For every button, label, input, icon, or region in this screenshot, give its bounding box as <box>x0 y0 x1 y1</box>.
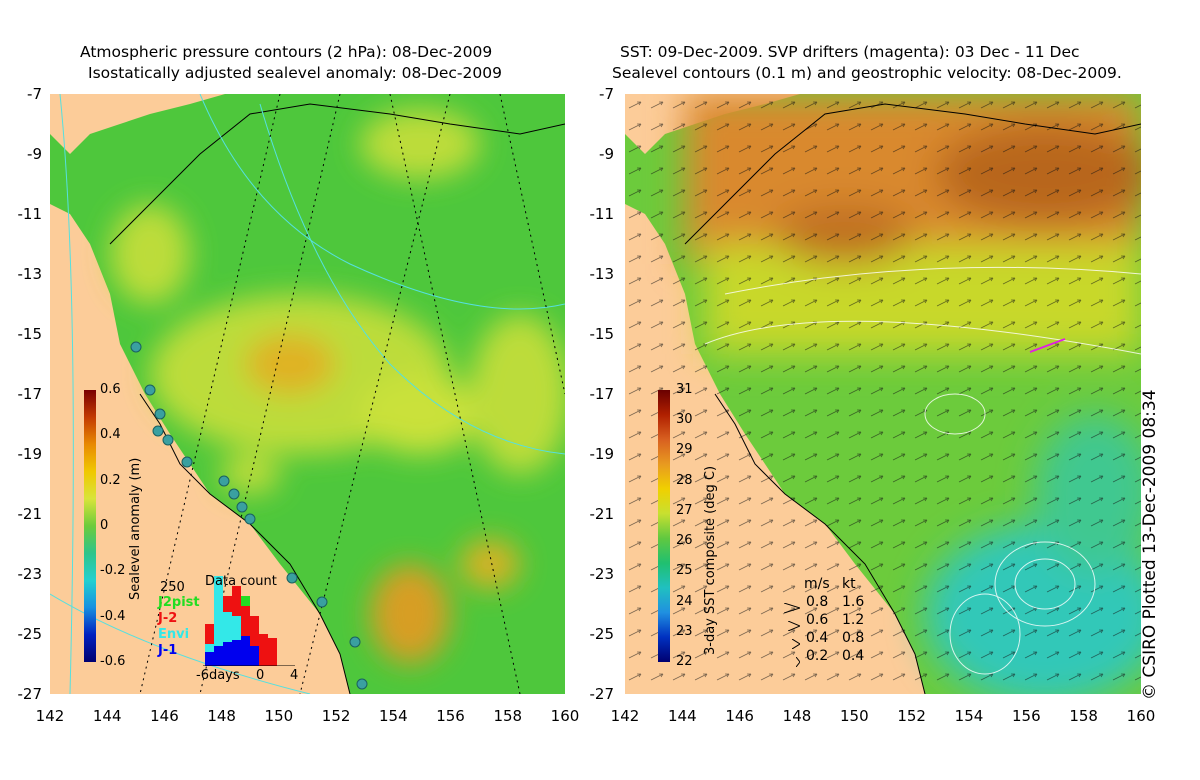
histogram-ymax-label: 250 <box>160 580 185 595</box>
y-tick-label-right: -23 <box>589 565 615 583</box>
velocity-legend-header-kt: kt <box>842 576 856 592</box>
sst-colorbar-tick: 24 <box>676 593 693 609</box>
sealevel-colorbar-tick: -0.2 <box>100 563 126 579</box>
y-tick-label-right: -19 <box>589 445 615 463</box>
y-tick-label-left: -23 <box>17 565 43 583</box>
right-title-line2: Sealevel contours (0.1 m) and geostrophi… <box>612 64 1122 82</box>
left-title-line1: Atmospheric pressure contours (2 hPa): 0… <box>80 43 493 61</box>
velocity-legend-kt: 1.6 <box>842 594 865 610</box>
histogram-bars <box>205 576 277 666</box>
sealevel-colorbar-tick: 0.2 <box>100 472 121 488</box>
x-tick-label-left: 156 <box>436 707 465 725</box>
x-tick-label-right: 154 <box>954 707 984 725</box>
velocity-legend-kt: 1.2 <box>842 612 865 628</box>
sealevel-colorbar <box>84 390 96 662</box>
right-map-sst <box>625 94 1141 694</box>
histogram-title: Data count <box>205 574 277 589</box>
x-tick-label-right: 148 <box>782 707 812 725</box>
y-tick-label-right: -9 <box>599 145 614 163</box>
x-tick-label-right: 152 <box>897 707 926 725</box>
sst-colorbar-tick: 30 <box>676 412 693 428</box>
sst-colorbar-tick: 25 <box>676 563 693 579</box>
y-tick-label-left: -21 <box>17 505 43 523</box>
sst-colorbar-tick: 22 <box>676 654 693 669</box>
velocity-arrow-icon <box>791 634 801 650</box>
x-tick-label-right: 156 <box>1012 707 1041 725</box>
x-tick-label-left: 160 <box>550 707 580 725</box>
y-tick-label-right: -27 <box>589 685 615 703</box>
sst-colorbar-tick: 31 <box>676 382 693 397</box>
x-tick-label-left: 154 <box>379 707 408 725</box>
y-tick-label-left: -7 <box>27 85 42 103</box>
sealevel-colorbar-tick: 0.6 <box>100 382 121 397</box>
velocity-legend-kt: 0.8 <box>842 630 865 646</box>
sst-colorbar-tick: 29 <box>676 442 693 458</box>
y-tick-label-left: -25 <box>17 625 43 643</box>
sst-colorbar-tick: 27 <box>676 502 693 518</box>
sealevel-colorbar-tick: -0.4 <box>100 608 126 624</box>
sst-colorbar-tick: 28 <box>676 472 693 488</box>
data-count-histogram <box>155 576 295 667</box>
left-title-line2: Isostatically adjusted sealevel anomaly:… <box>88 64 502 82</box>
x-tick-label-left: 152 <box>321 707 351 725</box>
y-tick-label-left: -9 <box>27 145 42 163</box>
y-tick-label-left: -13 <box>17 265 43 283</box>
velocity-arrow-icon <box>787 616 802 632</box>
left-map-sealevel-anomaly <box>50 94 565 694</box>
x-tick-label-right: 150 <box>840 707 869 725</box>
velocity-legend-ms: 0.8 <box>806 594 829 610</box>
velocity-legend-header-ms: m/s <box>804 576 830 592</box>
x-tick-label-left: 146 <box>150 707 179 725</box>
histogram-legend-j2: J-2 <box>158 611 178 626</box>
sealevel-colorbar-label: Sealevel anomaly (m) <box>128 457 143 600</box>
x-tick-label-right: 142 <box>610 707 640 725</box>
sealevel-colorbar-tick: 0 <box>100 518 109 533</box>
velocity-legend-ms: 0.2 <box>806 648 829 664</box>
histogram-xlabel-start: -6days <box>196 668 240 683</box>
x-tick-label-left: 150 <box>264 707 294 725</box>
y-tick-label-right: -17 <box>589 385 615 403</box>
y-tick-label-right: -15 <box>589 325 615 343</box>
x-tick-label-right: 146 <box>725 707 754 725</box>
y-tick-label-left: -17 <box>17 385 43 403</box>
x-tick-label-left: 144 <box>92 707 122 725</box>
y-tick-label-left: -19 <box>17 445 43 463</box>
y-tick-label-right: -11 <box>589 205 615 223</box>
y-tick-label-left: -11 <box>17 205 43 223</box>
histogram-legend-envi: Envi <box>158 627 190 642</box>
histogram-xlabel-zero: 0 <box>256 668 265 683</box>
x-tick-label-left: 142 <box>35 707 65 725</box>
x-tick-label-right: 158 <box>1069 707 1098 725</box>
sst-colorbar-label: 3-day SST composite (deg C) <box>703 465 718 655</box>
sst-colorbar-tick: 23 <box>676 623 693 639</box>
x-tick-label-left: 158 <box>493 707 523 725</box>
y-tick-label-left: -27 <box>17 685 43 703</box>
velocity-legend-ms: 0.6 <box>806 612 829 628</box>
velocity-arrow-icon <box>795 652 801 668</box>
histogram-legend-j2pist: J2pist <box>158 595 200 610</box>
x-tick-label-left: 148 <box>207 707 236 725</box>
sst-colorbar-tick: 26 <box>676 533 693 549</box>
velocity-legend-ms: 0.4 <box>806 630 829 646</box>
y-tick-label-right: -13 <box>589 265 615 283</box>
sealevel-colorbar-tick: -0.6 <box>100 654 126 669</box>
credit-text: © CSIRO Plotted 13-Dec-2009 08:34 <box>1140 389 1160 701</box>
x-tick-label-right: 160 <box>1126 707 1156 725</box>
y-tick-label-right: -25 <box>589 625 615 643</box>
histogram-legend-j1: J-1 <box>158 643 178 658</box>
y-tick-label-right: -7 <box>599 85 614 103</box>
histogram-xlabel-end: 4 <box>290 668 299 683</box>
velocity-legend-kt: 0.4 <box>842 648 865 664</box>
y-tick-label-right: -21 <box>589 505 615 523</box>
x-tick-label-right: 144 <box>668 707 697 725</box>
y-tick-label-left: -15 <box>17 325 43 343</box>
right-title-line1: SST: 09-Dec-2009. SVP drifters (magenta)… <box>620 43 1080 61</box>
sealevel-colorbar-tick: 0.4 <box>100 427 121 443</box>
sst-colorbar <box>658 390 670 662</box>
velocity-arrow-icon <box>783 598 802 614</box>
